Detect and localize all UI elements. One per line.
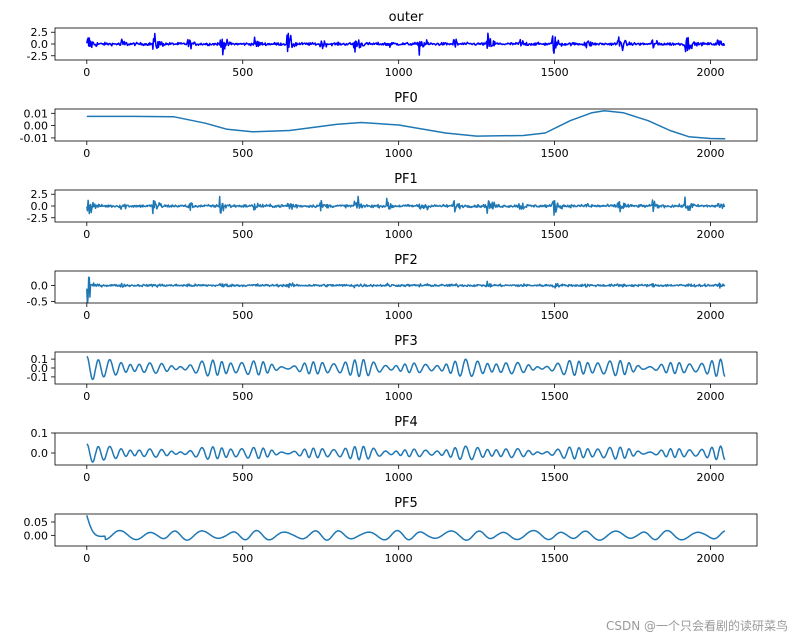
series-line-pf3 [86,355,726,381]
x-tick-label-pf4: 0 [83,471,90,484]
y-tick-label-pf3: -0.1 [27,371,48,384]
series-line-pf5 [86,515,726,541]
x-tick-label-outer: 1000 [385,66,413,79]
y-tick-label-pf1: 0.0 [31,200,49,213]
panel-pf3: PF3 0 500 1000 1500 2000 -0.10.00.1 [27,334,758,403]
plot-frame-pf2 [54,270,758,304]
plot-frame-pf0 [54,108,758,142]
panel-title-outer: outer [389,10,424,25]
panel-title-pf1: PF1 [394,172,418,187]
x-tick-label-pf3: 500 [232,390,253,403]
x-tick-label-pf1: 1000 [385,228,413,241]
x-tick-label-pf2: 1000 [385,309,413,322]
x-tick-label-pf0: 1500 [541,147,569,160]
plot-frame-pf5 [54,513,758,547]
x-tick-label-pf4: 1500 [541,471,569,484]
series-line-pf2 [86,276,726,303]
x-tick-label-pf1: 0 [83,228,90,241]
x-tick-label-pf0: 500 [232,147,253,160]
panel-title-pf2: PF2 [394,253,418,268]
watermark: CSDN @一个只会看剧的读研菜鸟 [605,619,788,633]
x-tick-label-pf4: 500 [232,471,253,484]
y-tick-label-outer: 0.0 [31,38,49,51]
series-line-pf1 [86,195,726,216]
x-tick-label-pf5: 0 [83,552,90,565]
panel-pf5: PF5 0 500 1000 1500 2000 0.000.05 [24,496,758,565]
x-tick-label-outer: 2000 [697,66,725,79]
x-tick-label-pf5: 1000 [385,552,413,565]
x-tick-label-pf4: 2000 [697,471,725,484]
y-tick-label-pf1: -2.5 [27,212,48,225]
series-line-pf0 [86,110,726,140]
x-tick-label-pf2: 0 [83,309,90,322]
y-tick-label-pf0: 0.01 [24,107,49,120]
x-tick-label-pf1: 500 [232,228,253,241]
panel-title-pf4: PF4 [394,415,418,430]
x-tick-label-outer: 500 [232,66,253,79]
x-tick-label-pf5: 500 [232,552,253,565]
panel-pf0: PF0 0 500 1000 1500 2000 -0.010.000.01 [20,91,758,160]
x-tick-label-pf2: 1500 [541,309,569,322]
x-tick-label-pf5: 1500 [541,552,569,565]
y-tick-label-pf2: 0.0 [31,279,49,292]
x-tick-label-pf3: 2000 [697,390,725,403]
y-tick-label-pf3: 0.0 [31,362,49,375]
panel-title-pf5: PF5 [394,496,418,511]
x-tick-label-pf0: 2000 [697,147,725,160]
x-tick-label-pf0: 0 [83,147,90,160]
panel-pf4: PF4 0 500 1000 1500 2000 0.0 0.1 [31,415,758,484]
x-tick-label-pf4: 1000 [385,471,413,484]
panel-title-pf3: PF3 [394,334,418,349]
x-tick-label-pf3: 1000 [385,390,413,403]
y-tick-label-pf3: 0.1 [31,353,49,366]
panel-pf2: PF2 0 500 1000 1500 2000 -0.5 0.0 [27,253,758,322]
x-tick-label-pf3: 0 [83,390,90,403]
y-tick-label-outer: 2.5 [31,26,49,39]
x-tick-label-pf5: 2000 [697,552,725,565]
x-tick-label-pf2: 500 [232,309,253,322]
plot-frame-pf4 [54,432,758,466]
series-line-pf4 [86,443,726,463]
y-tick-label-pf5: 0.00 [24,529,49,542]
x-tick-label-pf2: 2000 [697,309,725,322]
x-tick-label-pf0: 1000 [385,147,413,160]
x-tick-label-pf3: 1500 [541,390,569,403]
x-tick-label-outer: 0 [83,66,90,79]
panel-outer: outer 0 500 1000 1500 2000 -2.50.02.5 [27,10,758,79]
y-tick-label-pf0: -0.01 [20,132,48,145]
panel-title-pf0: PF0 [394,91,418,106]
y-tick-label-pf4: 0.1 [31,427,49,440]
y-tick-label-pf1: 2.5 [31,188,49,201]
panel-pf1: PF1 0 500 1000 1500 2000 -2.50.02.5 [27,172,758,241]
x-tick-label-outer: 1500 [541,66,569,79]
series-line-outer [86,32,726,56]
y-tick-label-pf5: 0.05 [24,516,49,529]
y-tick-label-outer: -2.5 [27,50,48,63]
x-tick-label-pf1: 2000 [697,228,725,241]
y-tick-label-pf4: 0.0 [31,447,49,460]
y-tick-label-pf2: -0.5 [27,295,48,308]
y-tick-label-pf0: 0.00 [24,120,49,133]
x-tick-label-pf1: 1500 [541,228,569,241]
